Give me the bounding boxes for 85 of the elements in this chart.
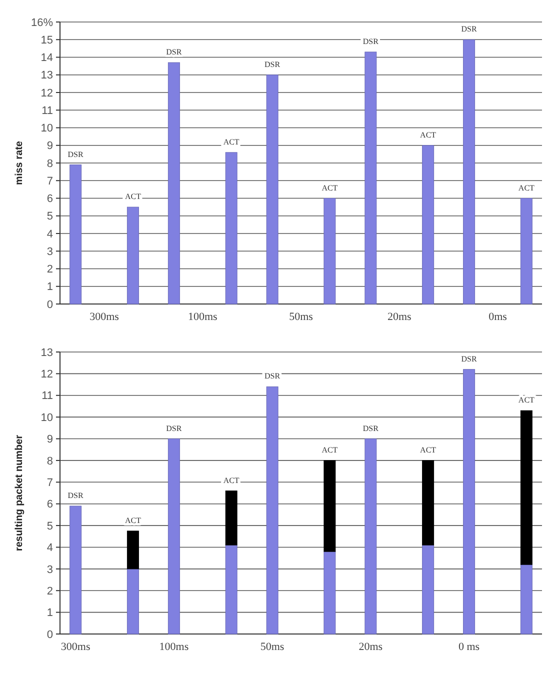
y-tick-label: 1 bbox=[46, 281, 53, 294]
y-tick-label: 0 bbox=[46, 628, 53, 641]
bar bbox=[520, 198, 532, 304]
x-tick-label: 50ms bbox=[260, 641, 284, 653]
y-tick-label: 13 bbox=[40, 70, 53, 82]
y-tick-label: 13 bbox=[40, 346, 53, 359]
y-tick-label: 2 bbox=[46, 585, 53, 598]
x-tick-label: 20ms bbox=[358, 641, 383, 653]
x-tick-label: 300ms bbox=[90, 311, 119, 323]
text: DSR bbox=[166, 424, 182, 433]
bar bbox=[324, 460, 336, 552]
text: DSR bbox=[461, 354, 477, 364]
text: DSR bbox=[362, 424, 378, 433]
bar bbox=[266, 386, 278, 634]
bar bbox=[168, 438, 180, 634]
bar bbox=[422, 145, 434, 304]
text: DSR bbox=[166, 48, 182, 57]
bar bbox=[422, 544, 434, 634]
y-tick-label: 6 bbox=[46, 193, 53, 206]
x-tick-label: 0ms bbox=[488, 311, 507, 323]
text: ACT bbox=[420, 130, 436, 140]
y-tick-label: 2 bbox=[46, 264, 53, 276]
y-tick-label: 10 bbox=[40, 122, 53, 135]
y-tick-label: 1 bbox=[46, 607, 53, 620]
text: ACT bbox=[223, 137, 240, 146]
y-tick-label: 15 bbox=[40, 34, 53, 46]
x-tick-label: 300ms bbox=[60, 641, 90, 653]
y-tick-label: 8 bbox=[46, 158, 53, 170]
y-tick-label: 14 bbox=[40, 52, 53, 64]
text: DSR bbox=[264, 60, 280, 69]
x-tick-label: 20ms bbox=[387, 311, 412, 323]
bar bbox=[225, 490, 238, 546]
bar bbox=[463, 39, 476, 304]
x-tick-label: 50ms bbox=[289, 311, 313, 323]
bar bbox=[520, 564, 532, 634]
bar bbox=[126, 206, 139, 304]
text: ACT bbox=[124, 516, 142, 525]
bar bbox=[520, 410, 532, 565]
y-tick-label: 7 bbox=[46, 477, 53, 490]
text: ACT bbox=[322, 445, 338, 454]
y-axis-title: resulting packet number bbox=[14, 434, 25, 552]
bar bbox=[266, 74, 278, 304]
y-tick-label: 9 bbox=[46, 434, 53, 446]
y-tick-label: 4 bbox=[46, 228, 53, 240]
y-tick-label: 16% bbox=[30, 16, 54, 29]
y-axis-title: miss rate bbox=[14, 140, 25, 185]
bar bbox=[126, 530, 139, 570]
bar bbox=[225, 544, 238, 634]
y-tick-label: 3 bbox=[46, 246, 53, 258]
bar bbox=[422, 460, 434, 546]
text: ACT bbox=[420, 445, 436, 454]
bar bbox=[70, 164, 82, 304]
y-tick-label: 7 bbox=[46, 175, 53, 188]
bar bbox=[324, 551, 336, 634]
bar bbox=[364, 438, 377, 634]
x-tick-label: 100ms bbox=[188, 311, 218, 323]
y-tick-label: 8 bbox=[46, 455, 53, 468]
y-tick-label: 6 bbox=[46, 498, 53, 511]
y-tick-label: 5 bbox=[46, 210, 53, 223]
y-tick-label: 11 bbox=[42, 390, 53, 402]
y-tick-label: 5 bbox=[46, 520, 53, 532]
bar bbox=[225, 152, 238, 304]
text: ACT bbox=[518, 396, 534, 405]
text: DSR bbox=[264, 372, 280, 381]
bar bbox=[70, 506, 82, 634]
text: ACT bbox=[518, 183, 534, 192]
series-label: DSR bbox=[68, 150, 84, 159]
y-tick-label: 12 bbox=[40, 368, 53, 381]
text: DSR bbox=[461, 24, 477, 34]
text: ACT bbox=[322, 183, 338, 192]
bar bbox=[364, 52, 377, 304]
y-tick-label: 12 bbox=[40, 87, 53, 100]
bar bbox=[463, 369, 476, 634]
y-tick-label: 3 bbox=[46, 564, 53, 576]
y-tick-label: 0 bbox=[46, 298, 53, 311]
y-tick-label: 4 bbox=[46, 542, 53, 554]
x-tick-label: 100ms bbox=[159, 641, 189, 653]
y-tick-label: 10 bbox=[40, 412, 53, 424]
bar bbox=[324, 198, 336, 304]
bar bbox=[126, 568, 139, 634]
x-tick-label: 0 ms bbox=[458, 641, 480, 653]
y-tick-label: 11 bbox=[42, 104, 53, 117]
bar bbox=[168, 62, 180, 304]
series-label: DSR bbox=[68, 491, 84, 500]
y-tick-label: 9 bbox=[46, 140, 53, 152]
